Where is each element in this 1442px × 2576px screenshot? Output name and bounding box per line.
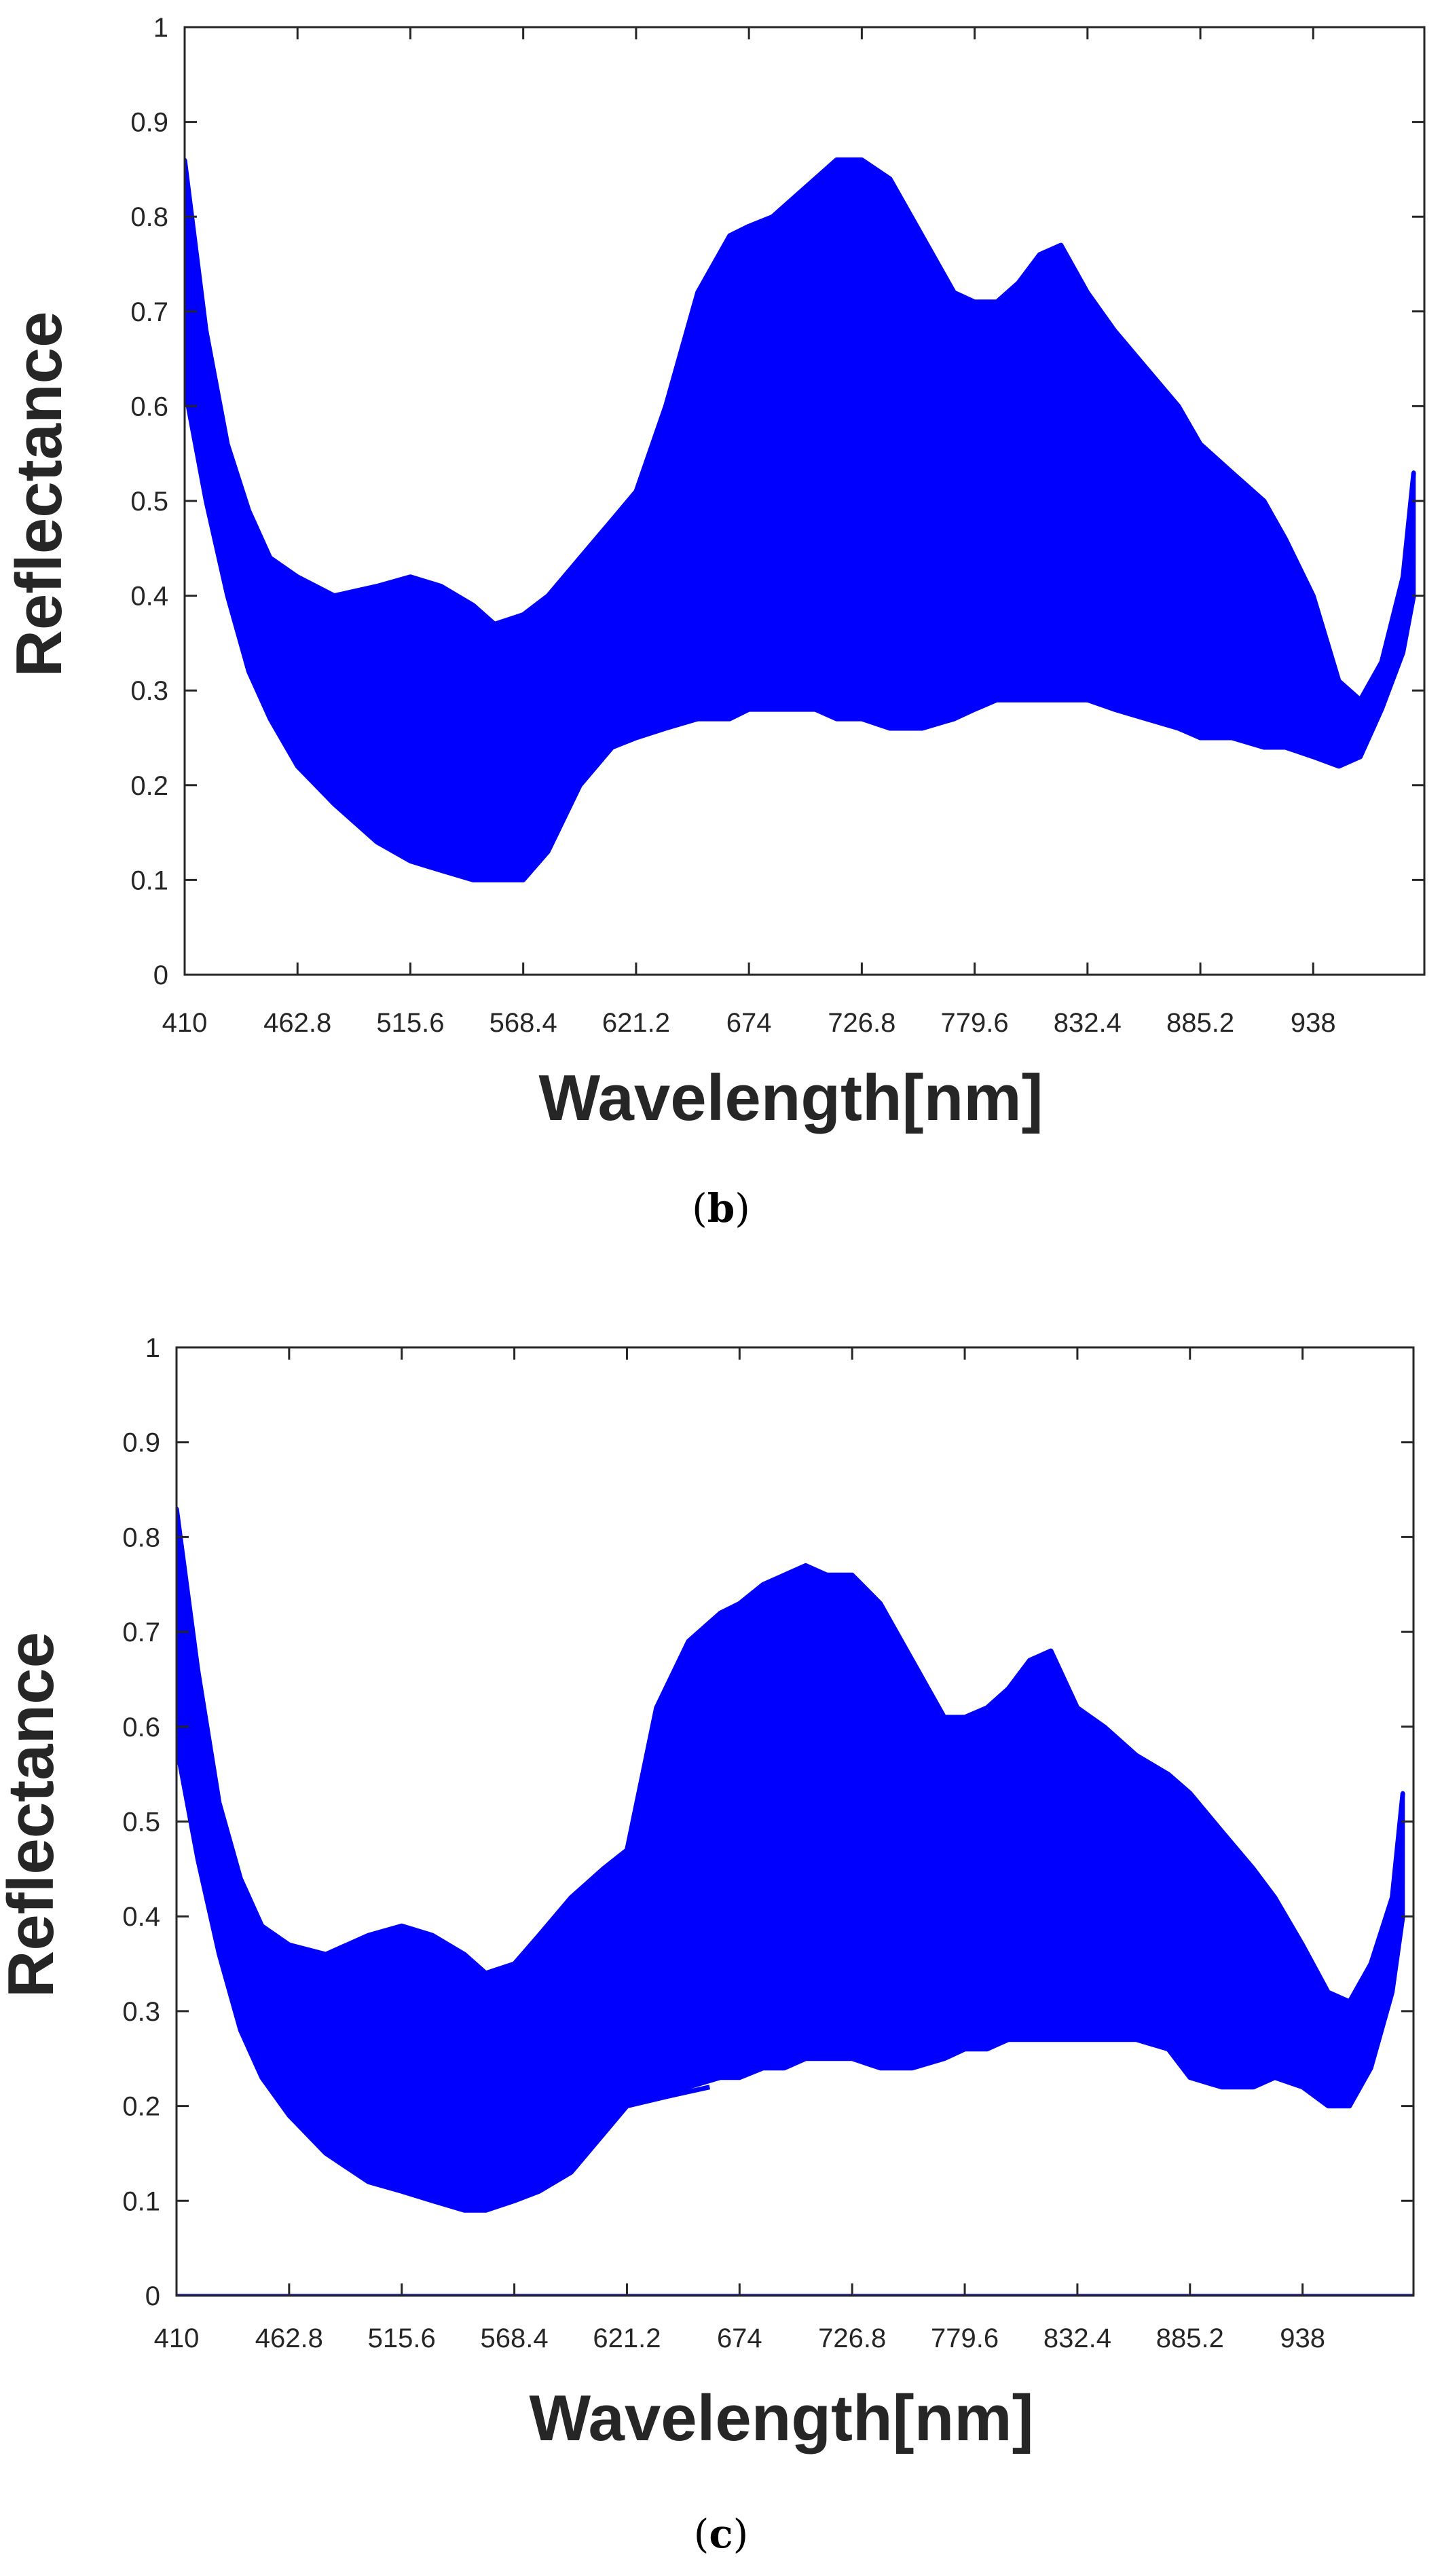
- x-tick-label: 885.2: [1166, 1008, 1234, 1038]
- x-tick-label: 410: [162, 1008, 208, 1038]
- x-axis-label: Wavelength[nm]: [529, 2382, 1033, 2454]
- x-tick-label: 515.6: [368, 2323, 436, 2353]
- y-tick-label: 0.3: [122, 1997, 160, 2027]
- y-tick-label: 0.9: [130, 108, 168, 138]
- x-tick-label: 726.8: [828, 1008, 895, 1038]
- x-tick-label: 515.6: [376, 1008, 444, 1038]
- y-axis-label: Reflectance: [3, 312, 75, 677]
- x-tick-label: 462.8: [255, 2323, 323, 2353]
- x-tick-label: 885.2: [1156, 2323, 1224, 2353]
- series-line-upper-envelope: [185, 157, 1416, 703]
- series-line-secondary-band: [580, 2085, 711, 2137]
- y-tick-label: 0.5: [122, 1808, 160, 1837]
- x-tick-label: 568.4: [489, 1008, 557, 1038]
- y-tick-label: 0: [153, 960, 168, 990]
- series-band-area: [185, 157, 1416, 882]
- series-line-lower-envelope: [177, 1745, 1405, 2213]
- x-tick-label: 779.6: [931, 2323, 999, 2353]
- x-tick-label: 462.8: [263, 1008, 331, 1038]
- y-tick-label: 0.5: [130, 487, 168, 517]
- y-tick-label: 0.8: [130, 202, 168, 232]
- y-tick-label: 0.3: [130, 676, 168, 706]
- panel-caption: (b): [692, 1185, 750, 1231]
- series-line-secondary-band: [635, 678, 1254, 722]
- x-tick-label: 621.2: [593, 2323, 661, 2353]
- y-tick-label: 0: [145, 2281, 160, 2311]
- y-tick-label: 0.4: [130, 582, 168, 612]
- x-tick-label: 832.4: [1043, 2323, 1111, 2353]
- y-tick-label: 0.8: [122, 1523, 160, 1552]
- series-line-lower-envelope: [185, 386, 1416, 882]
- y-axis-label: Reflectance: [0, 1632, 67, 1998]
- y-tick-label: 0.7: [122, 1618, 160, 1647]
- x-tick-label: 938: [1291, 1008, 1336, 1038]
- x-tick-label: 674: [726, 1008, 772, 1038]
- panel-caption: (c): [694, 2511, 749, 2557]
- series-line-upper-envelope: [177, 1508, 1405, 2004]
- x-tick-label: 726.8: [818, 2323, 886, 2353]
- y-tick-label: 0.6: [122, 1713, 160, 1742]
- x-tick-label: 568.4: [481, 2323, 549, 2353]
- x-tick-label: 779.6: [941, 1008, 1009, 1038]
- y-tick-label: 0.6: [130, 392, 168, 422]
- x-tick-label: 832.4: [1054, 1008, 1122, 1038]
- x-axis-label: Wavelength[nm]: [538, 1062, 1043, 1134]
- chart-panel-c: 0 0.1 0.2 0.3 0.4 0.5 0.6 0.7 0.8 0.9 1 410 462.8 515…: [0, 1333, 1415, 2557]
- y-tick-label: 0.4: [122, 1902, 160, 1932]
- y-tick-label: 0.2: [130, 771, 168, 801]
- x-tick-label: 674: [717, 2323, 762, 2353]
- y-tick-label: 0.2: [122, 2092, 160, 2122]
- y-tick-label: 0.7: [130, 297, 168, 327]
- y-tick-label: 0.1: [122, 2186, 160, 2216]
- chart-panel-b: 0 0.1 0.2 0.3 0.4 0.5 0.6 0.7 0.8 0.9 1 410 462.8 515…: [3, 13, 1426, 1231]
- x-tick-label: 410: [154, 2323, 200, 2353]
- y-tick-label: 1: [145, 1333, 160, 1363]
- x-tick-label: 621.2: [602, 1008, 670, 1038]
- series-band-area: [177, 1506, 1405, 2213]
- y-tick-label: 0.1: [130, 865, 168, 895]
- y-tick-label: 1: [153, 13, 168, 43]
- x-tick-label: 938: [1280, 2323, 1325, 2353]
- y-tick-label: 0.9: [122, 1428, 160, 1458]
